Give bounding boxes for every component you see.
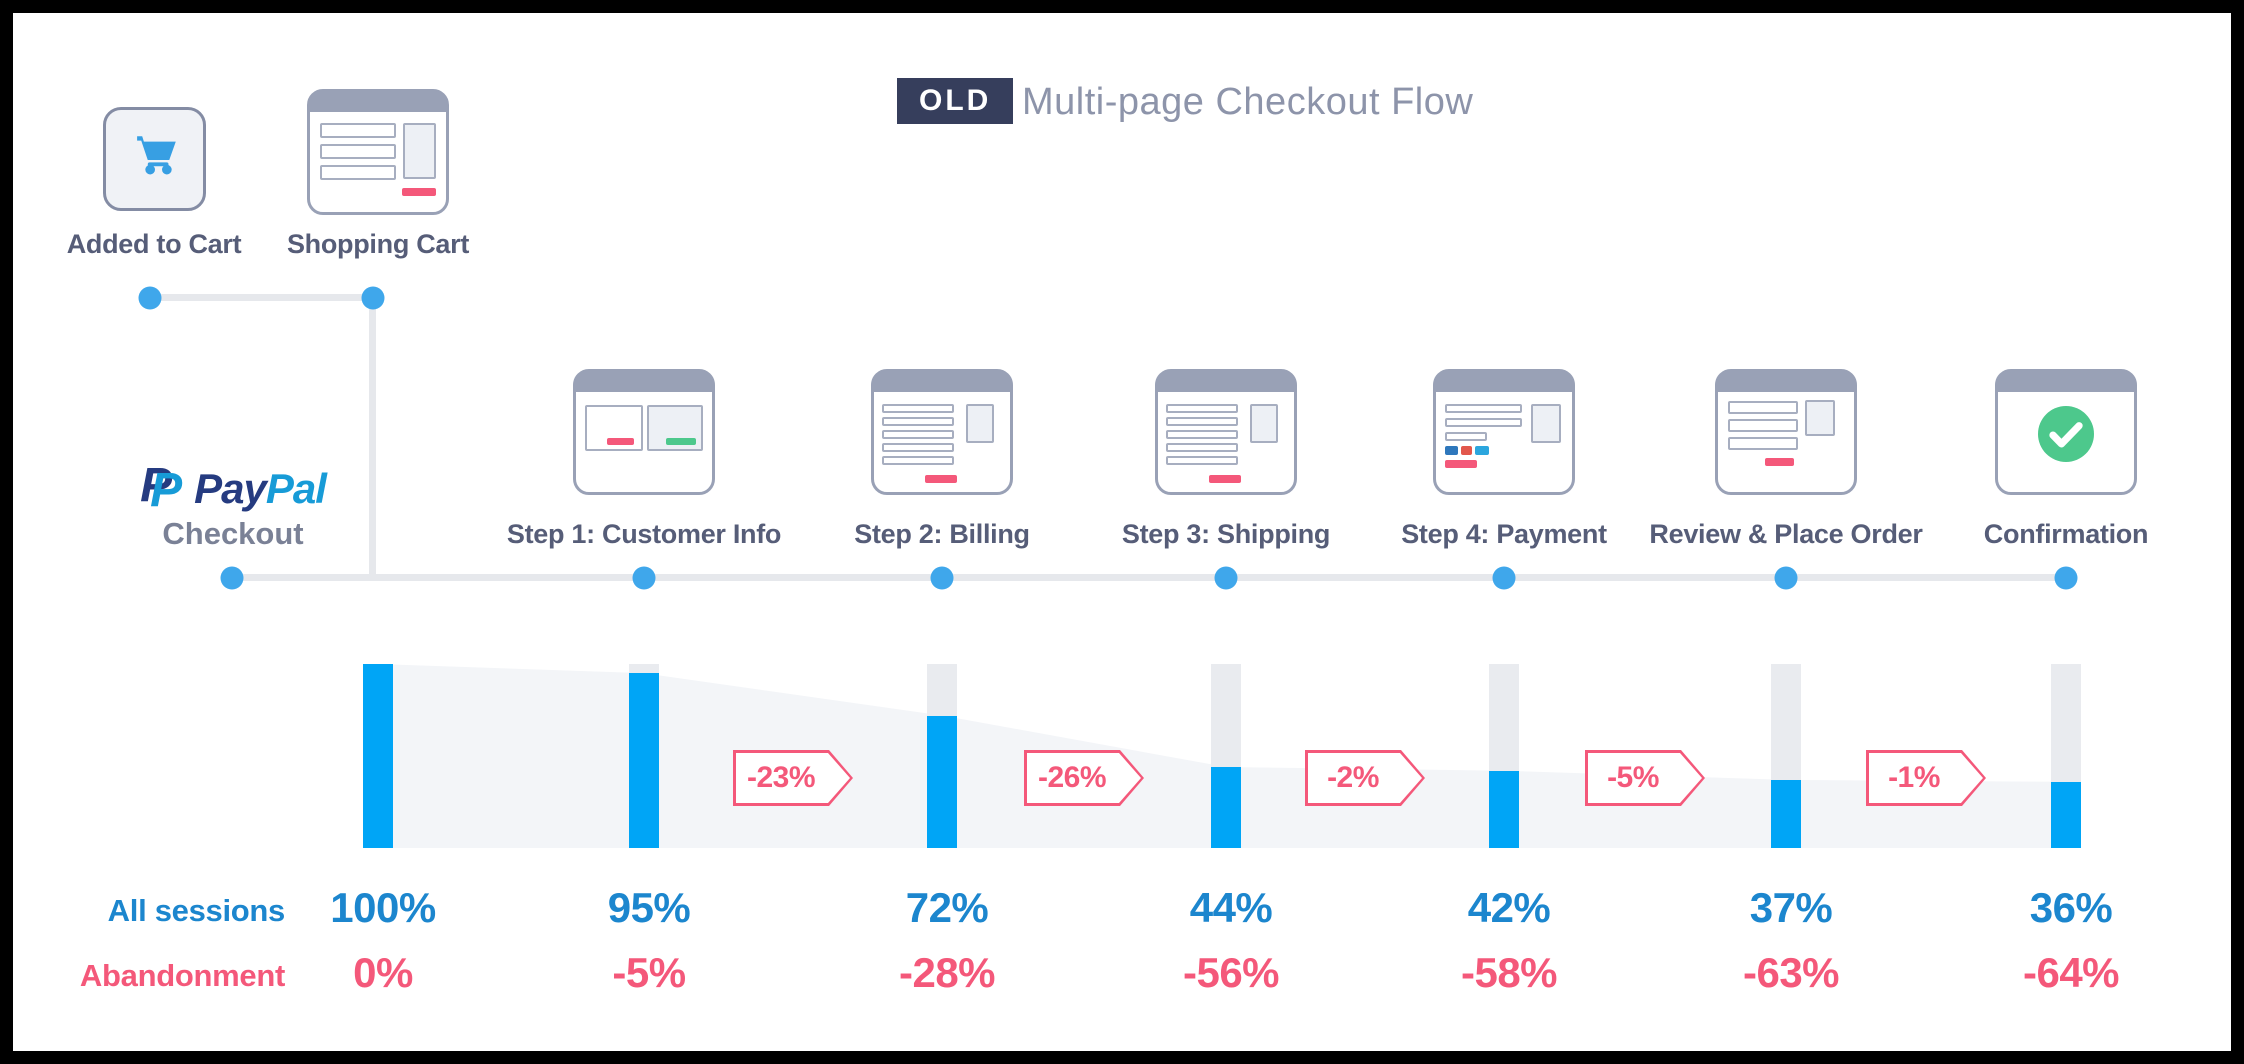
timeline-dot-step3 <box>1214 566 1238 590</box>
mastercard-icon <box>1461 446 1472 455</box>
abandonment-value: -5% <box>612 949 686 996</box>
timeline-dot-step1 <box>632 566 656 590</box>
window-header-bar <box>309 91 447 112</box>
timeline-dot-added-to-cart <box>138 286 162 310</box>
review-place-order-icon <box>1715 369 1857 495</box>
added-to-cart-label: Added to Cart <box>66 229 242 259</box>
shopping-cart-label: Shopping Cart <box>286 229 470 259</box>
legend-all-sessions: All sessions <box>107 893 286 928</box>
funnel-bar <box>1771 664 1801 848</box>
connector-top-line <box>150 294 373 301</box>
page-title: Multi-page Checkout Flow <box>1022 81 1474 123</box>
sessions-value: 95% <box>607 884 691 931</box>
sessions-value: 100% <box>330 884 436 931</box>
timeline-dot-confirmation <box>2054 566 2078 590</box>
drop-badge: -1% <box>1866 750 1986 806</box>
abandonment-value: -28% <box>898 949 996 996</box>
timeline-dot-step2 <box>930 566 954 590</box>
sessions-value: 72% <box>905 884 989 931</box>
sessions-value: 44% <box>1189 884 1273 931</box>
step3-shipping-icon <box>1155 369 1297 495</box>
sessions-value: 37% <box>1749 884 1833 931</box>
step4-payment-icon <box>1433 369 1575 495</box>
check-circle-icon <box>2038 406 2094 462</box>
timeline-dot-shopping-cart <box>361 286 385 310</box>
connector-timeline <box>232 574 2066 581</box>
amex-card-icon <box>1475 446 1489 455</box>
funnel-bar <box>363 664 393 848</box>
funnel-bar <box>1211 664 1241 848</box>
added-to-cart-tile <box>103 107 206 211</box>
step2-label: Step 2: Billing <box>854 519 1030 549</box>
paypal-checkout-block: P P PayPal Checkout <box>140 459 327 552</box>
legend-abandonment: Abandonment <box>79 958 285 993</box>
paypal-checkout-label: Checkout <box>162 516 304 551</box>
funnel-bar <box>2051 664 2081 848</box>
abandonment-value: -58% <box>1460 949 1558 996</box>
abandonment-value: -64% <box>2022 949 2120 996</box>
timeline-dot-paypal <box>220 566 244 590</box>
shopping-cart-icon <box>136 136 176 175</box>
sessions-value: 36% <box>2029 884 2113 931</box>
connector-vertical-line <box>369 297 376 580</box>
funnel-bar <box>927 664 957 848</box>
abandonment-value: -56% <box>1182 949 1280 996</box>
visa-card-icon <box>1445 446 1458 455</box>
drop-badge: -5% <box>1585 750 1705 806</box>
paypal-logo-icon: P P <box>140 459 183 517</box>
review-label: Review & Place Order <box>1649 519 1923 549</box>
drop-badge: -2% <box>1305 750 1425 806</box>
step3-label: Step 3: Shipping <box>1121 519 1331 549</box>
timeline-dot-step4 <box>1492 566 1516 590</box>
funnel-bar <box>1489 664 1519 848</box>
funnel-bar <box>629 664 659 848</box>
drop-badge: -23% <box>733 750 853 806</box>
old-badge: OLD <box>897 78 1014 124</box>
step1-label: Step 1: Customer Info <box>506 519 782 549</box>
step4-label: Step 4: Payment <box>1401 519 1607 549</box>
step2-billing-icon <box>871 369 1013 495</box>
confirmation-label: Confirmation <box>1983 519 2149 549</box>
abandonment-value: -63% <box>1742 949 1840 996</box>
confirmation-icon <box>1995 369 2137 495</box>
paypal-wordmark: PayPal <box>194 465 327 512</box>
sessions-value: 42% <box>1467 884 1551 931</box>
drop-badge: -26% <box>1024 750 1144 806</box>
shopping-cart-window-icon <box>307 89 449 215</box>
abandonment-value: 0% <box>353 949 413 996</box>
timeline-dot-review <box>1774 566 1798 590</box>
step1-customer-info-icon <box>573 369 715 495</box>
